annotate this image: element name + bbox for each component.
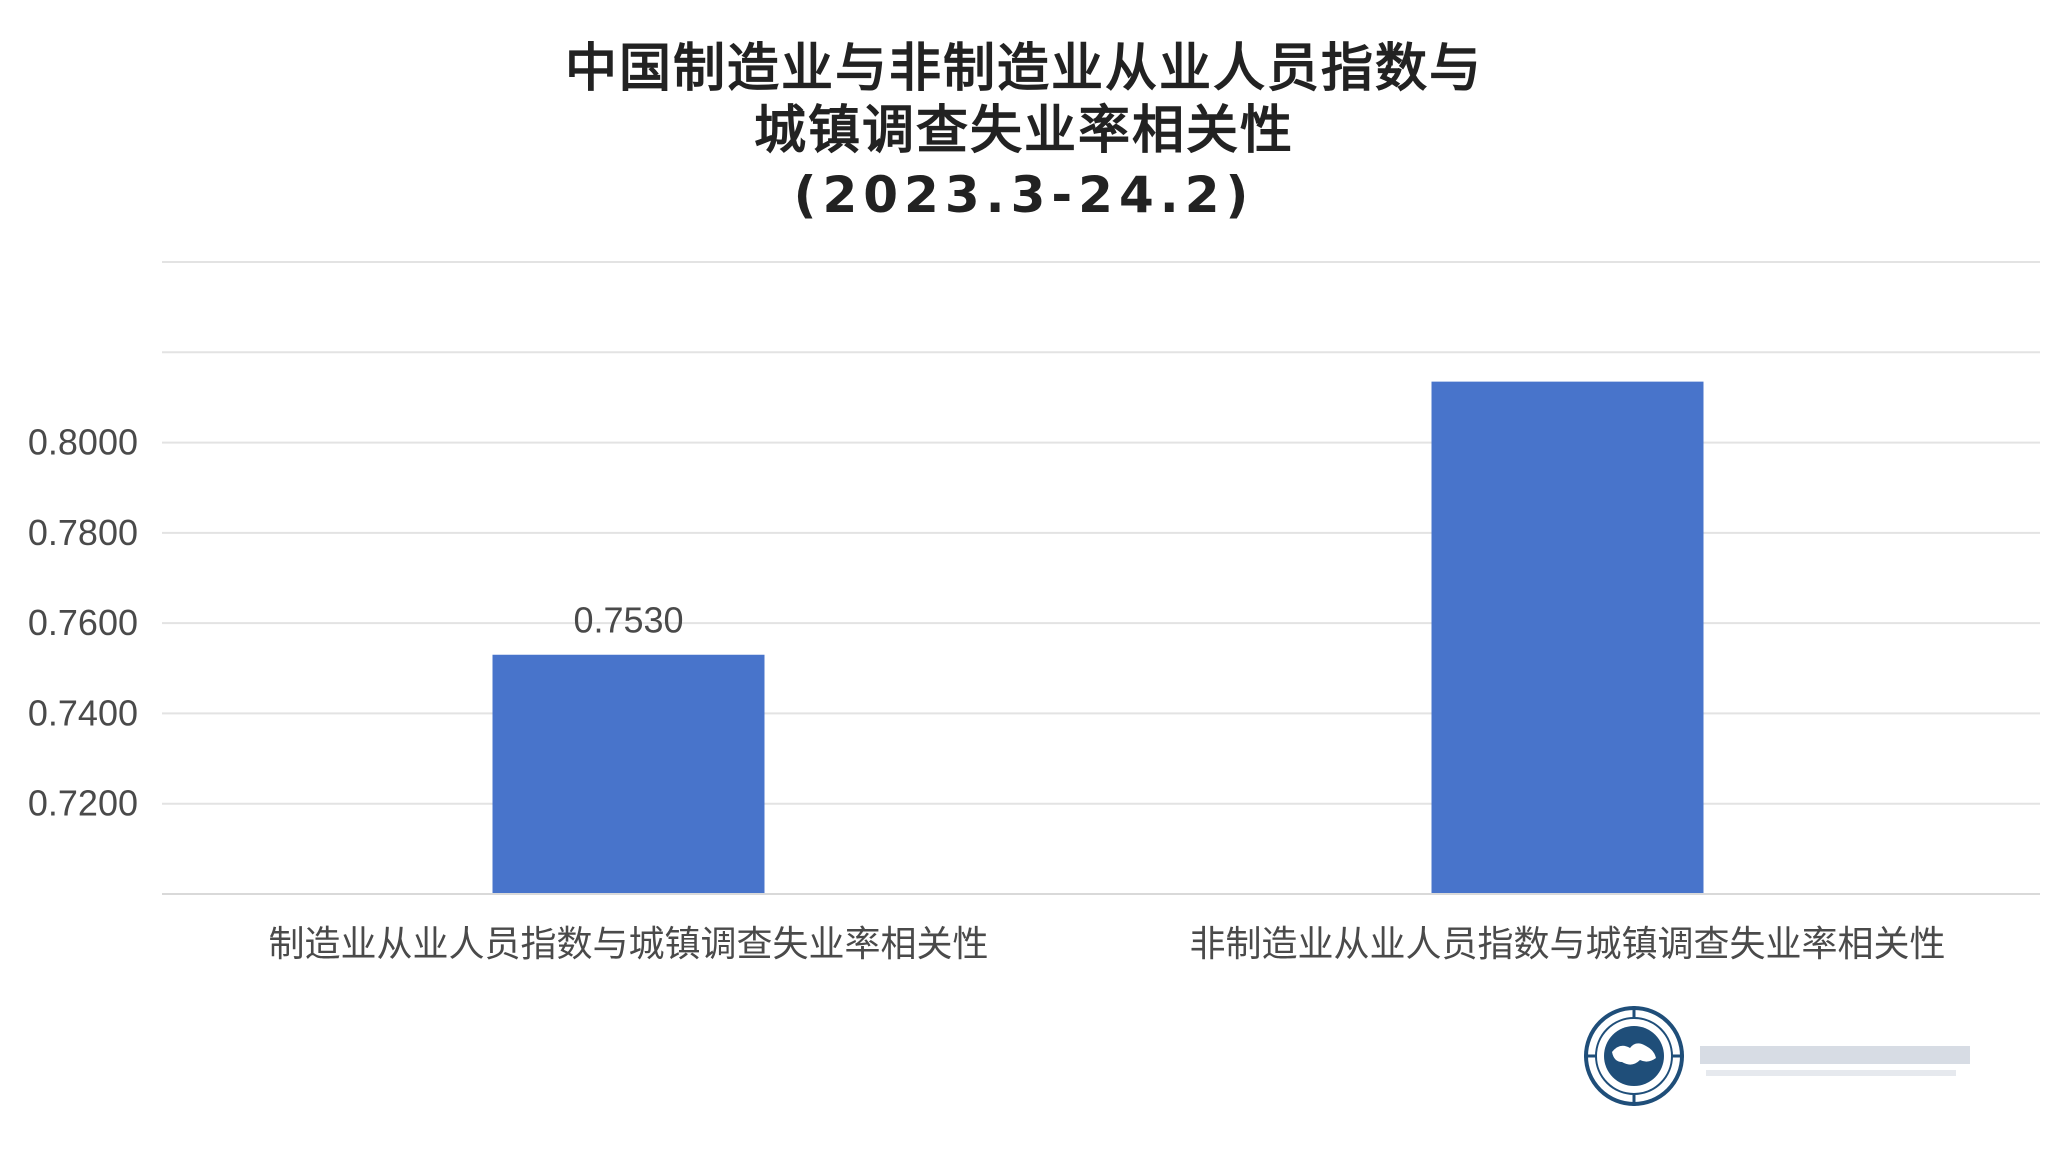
bar	[492, 654, 765, 894]
y-tick-label: 0.8000	[28, 422, 138, 463]
y-tick-label: 0.7400	[28, 692, 138, 733]
chart-title-line-3: (2023.3-24.2)	[793, 166, 1255, 224]
category-label: 非制造业从业人员指数与城镇调查失业率相关性	[1189, 924, 1945, 965]
bar	[1431, 381, 1704, 895]
chart-title-line-1: 中国制造业与非制造业从业人员指数与	[564, 39, 1483, 99]
data-labels: 0.7530	[573, 600, 683, 641]
chart-title-line-2: 城镇调查失业率相关性	[753, 101, 1294, 161]
institution-logo-icon	[1584, 1006, 1684, 1106]
y-tick-label: 0.7600	[28, 602, 138, 643]
y-tick-label: 0.7800	[28, 512, 138, 553]
data-label: 0.7530	[573, 600, 683, 641]
y-axis-tick-labels: 0.7200 0.7400 0.7600 0.7800 0.8000	[28, 422, 138, 824]
category-labels: 制造业从业人员指数与城镇调查失业率相关性 非制造业从业人员指数与城镇调查失业率相关…	[268, 924, 1945, 965]
gridlines	[162, 261, 2040, 805]
watermark-text-graphic	[1700, 1046, 1970, 1076]
bars	[492, 381, 1704, 895]
chart-title: 中国制造业与非制造业从业人员指数与 城镇调查失业率相关性 (2023.3-24.…	[0, 38, 2048, 226]
category-label: 制造业从业人员指数与城镇调查失业率相关性	[268, 924, 988, 965]
y-tick-label: 0.7200	[28, 783, 138, 824]
